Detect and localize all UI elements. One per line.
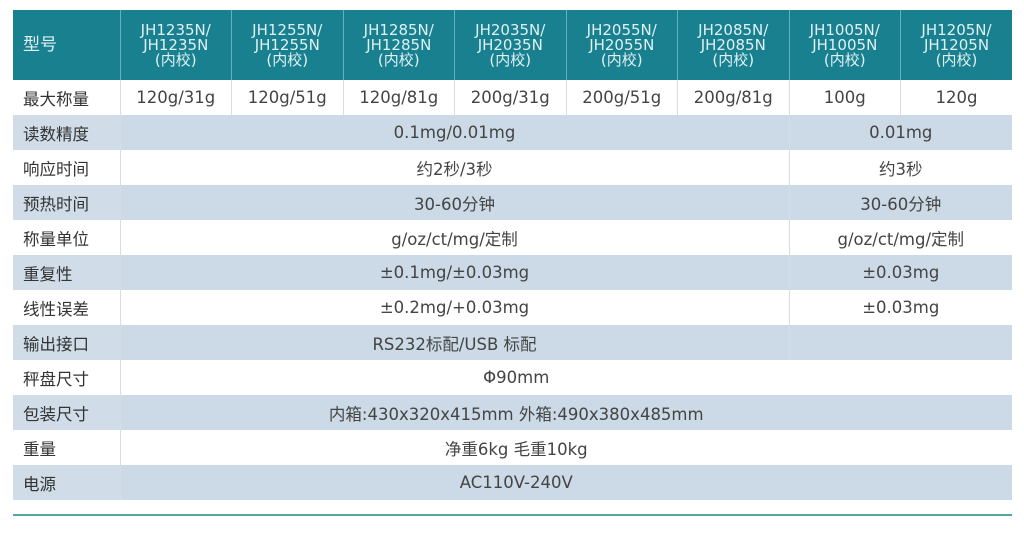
cell: g/oz/ct/mg/定制: [119, 220, 789, 255]
empty-cell: [788, 325, 1012, 360]
cell: 120g: [900, 80, 1012, 115]
row-label: 读数精度: [13, 115, 120, 150]
cell: g/oz/ct/mg/定制: [788, 220, 1012, 255]
model-header: JH1205N/JH1205N (内校): [900, 10, 1012, 80]
row-label: 输出接口: [13, 325, 120, 360]
cell: 30-60分钟: [788, 185, 1012, 220]
header-label: 型号: [13, 10, 120, 80]
model-header: JH1005N/JH1005N (内校): [788, 10, 901, 80]
row-weight: 重量 净重6kg 毛重10kg: [13, 430, 1012, 465]
row-label: 最大称量: [23, 89, 89, 109]
cell: ±0.1mg/±0.03mg: [119, 255, 789, 290]
model-header: JH2055N/JH2055N (内校): [565, 10, 678, 80]
cell: 内箱:430x320x415mm 外箱:490x380x485mm: [119, 395, 1012, 430]
cell: 120g/51g: [231, 80, 343, 115]
row-label: 线性误差: [23, 299, 89, 319]
model-header: JH1285N/JH1285N (内校): [342, 10, 455, 80]
cell: 0.1mg/0.01mg: [119, 115, 789, 150]
row-power: 电源 AC110V-240V: [13, 465, 1012, 500]
row-package: 包装尺寸 内箱:430x320x415mm 外箱:490x380x485mm: [13, 395, 1012, 430]
row-pan: 秤盘尺寸 Φ90mm: [13, 360, 1012, 395]
row-warmup: 预热时间 30-60分钟 30-60分钟: [13, 185, 1012, 220]
cell: 200g/81g: [677, 80, 789, 115]
row-label: 称量单位: [23, 229, 89, 249]
cell: 约3秒: [788, 150, 1012, 185]
cell: Φ90mm: [119, 360, 1012, 395]
row-label: 包装尺寸: [13, 395, 120, 430]
bottom-divider: [13, 514, 1012, 516]
row-label: 预热时间: [13, 185, 120, 220]
model-header: JH2085N/JH2085N (内校): [677, 10, 789, 80]
cell: RS232标配/USB 标配: [119, 325, 789, 360]
header-row: 型号 JH1235N/JH1235N (内校) JH1255N/JH1255N (内…: [13, 10, 1012, 80]
cell: 净重6kg 毛重10kg: [119, 430, 1012, 465]
row-label: 响应时间: [23, 159, 89, 179]
cell: 120g/31g: [119, 80, 232, 115]
model-header: JH1235N/JH1235N (内校): [119, 10, 232, 80]
model-header: JH1255N/JH1255N (内校): [231, 10, 343, 80]
row-label: 电源: [13, 465, 120, 500]
cell: 约2秒/3秒: [119, 150, 789, 185]
row-linearity: 线性误差 ±0.2mg/+0.03mg ±0.03mg: [13, 290, 1012, 325]
row-response: 响应时间 约2秒/3秒 约3秒: [13, 150, 1012, 185]
row-capacity: 最大称量 120g/31g 120g/51g 120g/81g 200g/31g…: [13, 80, 1012, 115]
cell: ±0.03mg: [788, 290, 1012, 325]
cell: 30-60分钟: [119, 185, 789, 220]
cell: 100g: [788, 80, 901, 115]
cell: 200g/31g: [454, 80, 566, 115]
cell: AC110V-240V: [119, 465, 1012, 500]
model-header: JH2035N/JH2035N (内校): [454, 10, 566, 80]
cell: 200g/51g: [565, 80, 678, 115]
row-label: 重量: [23, 439, 56, 459]
spec-table: 型号 JH1235N/JH1235N (内校) JH1255N/JH1255N (内…: [13, 10, 1012, 500]
cell: ±0.2mg/+0.03mg: [119, 290, 789, 325]
row-label: 秤盘尺寸: [23, 369, 89, 389]
cell: 0.01mg: [788, 115, 1012, 150]
row-readability: 读数精度 0.1mg/0.01mg 0.01mg: [13, 115, 1012, 150]
row-label: 重复性: [13, 255, 120, 290]
cell: ±0.03mg: [788, 255, 1012, 290]
row-repeatability: 重复性 ±0.1mg/±0.03mg ±0.03mg: [13, 255, 1012, 290]
cell: 120g/81g: [342, 80, 455, 115]
row-units: 称量单位 g/oz/ct/mg/定制 g/oz/ct/mg/定制: [13, 220, 1012, 255]
row-interface: 输出接口 RS232标配/USB 标配: [13, 325, 1012, 360]
